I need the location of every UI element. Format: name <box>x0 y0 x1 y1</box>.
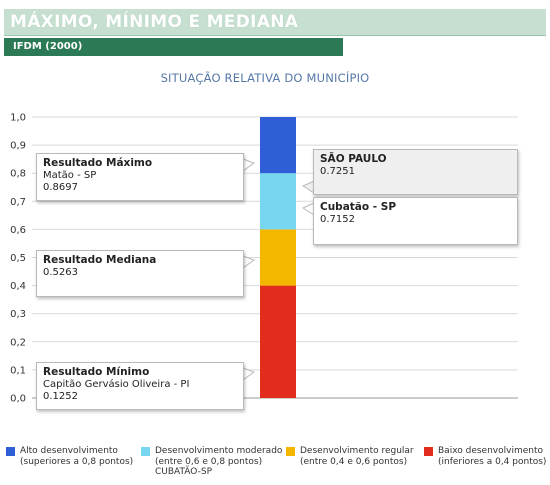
callout-value: 0.7251 <box>320 166 355 177</box>
page-title: MÁXIMO, MÍNIMO E MEDIANA <box>10 12 299 32</box>
legend-label: Desenvolvimento regular (entre 0,4 e 0,6 … <box>300 446 414 467</box>
legend-swatch <box>286 447 295 456</box>
callout-heading: Resultado Máximo <box>43 157 153 169</box>
callout-state: SÃO PAULO 0.7251 <box>313 149 518 195</box>
y-tick-label: 0,5 <box>10 253 26 264</box>
callout-pointer <box>242 158 256 172</box>
bar-band <box>260 173 296 230</box>
callout-max: Resultado Máximo Matão - SP 0.8697 <box>36 153 244 201</box>
legend-label: Baixo desenvolvimento (inferiores a 0,4 p… <box>438 446 547 467</box>
callout-value: 0.5263 <box>43 267 78 278</box>
bar-band <box>260 229 296 286</box>
legend-swatch <box>424 447 433 456</box>
subheader-bar: IFDM (2000) <box>4 38 343 56</box>
callout-place: Capitão Gervásio Oliveira - PI <box>43 379 190 390</box>
header-bar: MÁXIMO, MÍNIMO E MEDIANA <box>4 9 546 36</box>
callout-value: 0.8697 <box>43 182 78 193</box>
y-tick-label: 0,4 <box>10 281 26 292</box>
legend-label: Desenvolvimento moderado (entre 0,6 e 0,8… <box>155 446 283 477</box>
legend-swatch <box>6 447 15 456</box>
legend-swatch <box>141 447 150 456</box>
callout-city: Cubatão - SP 0.7152 <box>313 197 518 245</box>
y-tick-label: 1,0 <box>10 113 26 124</box>
callout-value: 0.1252 <box>43 391 78 402</box>
callout-heading: SÃO PAULO <box>320 153 387 165</box>
y-tick-label: 0,7 <box>10 197 26 208</box>
callout-heading: Resultado Mediana <box>43 254 157 266</box>
legend-label: Alto desenvolvimento (superiores a 0,8 po… <box>20 446 134 467</box>
callout-value: 0.7152 <box>320 214 355 225</box>
callout-place: Matão - SP <box>43 170 97 181</box>
callout-median: Resultado Mediana 0.5263 <box>36 250 244 297</box>
callout-min: Resultado Mínimo Capitão Gervásio Oliveir… <box>36 362 244 410</box>
y-tick-label: 0,0 <box>10 394 26 405</box>
y-tick-label: 0,8 <box>10 169 26 180</box>
page-subtitle: IFDM (2000) <box>13 41 83 52</box>
bar-band <box>260 117 296 174</box>
bar-band <box>260 285 296 398</box>
y-tick-label: 0,9 <box>10 141 26 152</box>
chart-title: SITUAÇÃO RELATIVA DO MUNICÍPIO <box>160 71 370 85</box>
callout-heading: Resultado Mínimo <box>43 366 150 378</box>
y-tick-label: 0,2 <box>10 337 26 348</box>
callout-heading: Cubatão - SP <box>320 201 397 213</box>
y-tick-label: 0,3 <box>10 309 26 320</box>
y-tick-label: 0,6 <box>10 225 26 236</box>
y-tick-label: 0,1 <box>10 365 26 376</box>
